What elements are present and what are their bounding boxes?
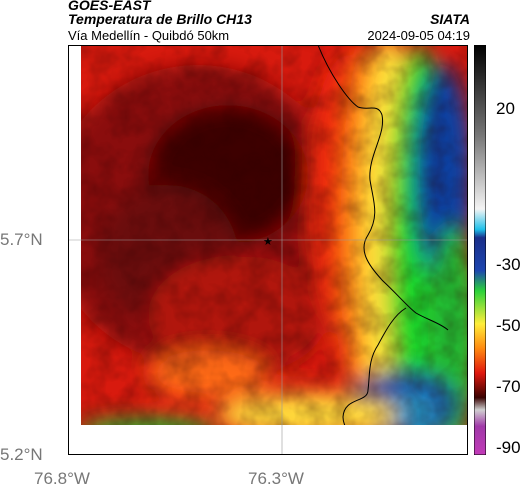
colorbar-tick-label: -70	[496, 377, 521, 396]
colorbar-tick-label: 20	[496, 99, 515, 118]
temperature-colorbar	[474, 45, 486, 455]
colorbar-tick-label: -90	[496, 438, 521, 457]
route-subtitle: Vía Medellín - Quibdó 50km	[68, 28, 230, 43]
brightness-temperature-map: ★	[68, 45, 468, 455]
lat-tick-label: 5.2°N	[0, 445, 43, 464]
satellite-name: GOES-EAST	[68, 0, 151, 13]
location-star-marker: ★	[263, 235, 273, 248]
source-label: SIATA	[430, 11, 470, 27]
lon-tick-label: 76.8°W	[34, 469, 90, 488]
product-title: Temperatura de Brillo CH13	[68, 11, 252, 27]
datetime-label: 2024-09-05 04:19	[367, 28, 470, 43]
colorbar-tick-label: -30	[496, 255, 521, 274]
lon-tick-label: 76.3°W	[248, 469, 304, 488]
lat-tick-label: 5.7°N	[0, 230, 43, 249]
colorbar-tick-label: -50	[496, 316, 521, 335]
